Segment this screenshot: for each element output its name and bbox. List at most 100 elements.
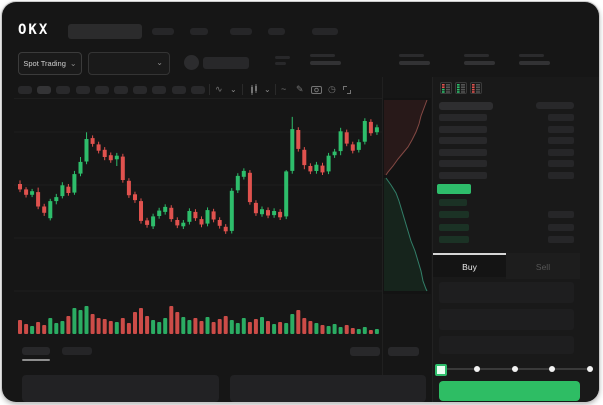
ask-price-skeleton: [439, 148, 487, 156]
orderbook-ask-row[interactable]: [433, 137, 580, 145]
ask-amount-skeleton: [548, 160, 574, 167]
ask-price-skeleton: [439, 160, 487, 167]
camera-icon[interactable]: [311, 85, 322, 94]
history-filter-skeleton[interactable]: [388, 347, 419, 356]
search-bar[interactable]: [68, 24, 142, 39]
orderbook-header-price: [439, 102, 493, 110]
interval-button-skeleton[interactable]: [114, 86, 128, 94]
mid-price-bar[interactable]: [437, 184, 471, 194]
indicators-icon[interactable]: [249, 84, 259, 96]
price-change-skeleton: [275, 62, 286, 65]
bids-only-icon[interactable]: [455, 82, 467, 94]
interval-button-skeleton[interactable]: [75, 86, 90, 94]
orderbook-ask-row[interactable]: [433, 148, 580, 157]
order-book-panel: Buy Sell: [432, 77, 599, 402]
interval-button-skeleton[interactable]: [94, 86, 109, 94]
chart-depth-separator: [382, 77, 383, 402]
asks-only-icon[interactable]: [470, 82, 482, 94]
orderbook-header-amount: [536, 102, 574, 109]
interval-button-skeleton[interactable]: [133, 86, 148, 94]
slider-stop[interactable]: [512, 366, 518, 372]
stat-label-skeleton: [310, 54, 335, 57]
orderbook-bid-row[interactable]: [433, 223, 580, 232]
history-table-skeleton: [230, 375, 426, 402]
orderbook-bid-row[interactable]: [433, 211, 580, 219]
ask-price-skeleton: [439, 125, 487, 133]
buy-submit-button[interactable]: [439, 381, 580, 401]
history-filter-skeleton[interactable]: [350, 347, 380, 356]
slider-stop[interactable]: [587, 366, 593, 372]
ask-price-skeleton: [439, 137, 487, 144]
chevron-down-icon[interactable]: ⌄: [230, 85, 237, 94]
bid-amount-skeleton: [548, 236, 574, 244]
fullscreen-icon[interactable]: [343, 86, 351, 94]
toolbar-divider: [275, 84, 276, 95]
market-type-label: Spot Trading: [23, 59, 66, 68]
coin-avatar: [184, 55, 199, 70]
ask-price-skeleton: [439, 171, 487, 179]
interval-button-skeleton[interactable]: [56, 86, 71, 94]
ask-amount-skeleton: [548, 125, 574, 133]
stat-label-skeleton: [464, 54, 489, 57]
stat-value-skeleton: [399, 61, 430, 65]
market-type-selector[interactable]: Spot Trading ⌄: [18, 52, 82, 75]
interval-button-skeleton[interactable]: [190, 86, 205, 94]
orderbook-bid-row[interactable]: [433, 199, 580, 207]
app-window: OKX Spot Trading ⌄ ⌄ ∿ ⌄ ⌄ ~ ✎ ◷: [2, 2, 599, 402]
last-price-skeleton: [275, 56, 290, 59]
bid-amount-skeleton: [548, 223, 574, 231]
stat-label-skeleton: [519, 54, 544, 57]
history-tab-active[interactable]: [22, 347, 50, 355]
orderbook-ask-row[interactable]: [433, 125, 580, 134]
pair-title-skeleton: [203, 57, 249, 69]
active-tab-underline: [22, 359, 50, 361]
bid-amount-skeleton: [548, 211, 574, 219]
slider-stop[interactable]: [474, 366, 480, 372]
pair-selector[interactable]: ⌄: [88, 52, 170, 75]
clock-icon[interactable]: ◷: [328, 84, 336, 94]
orderbook-ask-row[interactable]: [433, 171, 580, 180]
nav-item-skeleton[interactable]: [312, 28, 338, 35]
price-input[interactable]: [439, 282, 574, 303]
depth-chart: [383, 98, 431, 294]
tab-buy[interactable]: Buy: [433, 253, 506, 279]
amount-input[interactable]: [439, 309, 574, 330]
history-tab[interactable]: [62, 347, 92, 355]
stat-value-skeleton: [464, 61, 495, 65]
bid-price-skeleton: [439, 236, 469, 244]
history-table-skeleton: [22, 375, 219, 402]
bid-price-skeleton: [439, 223, 469, 231]
orderbook-ask-row[interactable]: [433, 160, 580, 168]
interval-button-skeleton[interactable]: [152, 86, 167, 94]
orderbook-ask-row[interactable]: [433, 114, 580, 122]
interval-button-skeleton[interactable]: [37, 86, 52, 94]
chart-type-icon[interactable]: ∿: [215, 84, 223, 94]
candlestick-chart: [14, 116, 384, 334]
nav-item-skeleton[interactable]: [230, 28, 252, 35]
orderbook-bid-row[interactable]: [433, 236, 580, 244]
draw-pencil-icon[interactable]: ✎: [296, 84, 304, 94]
chevron-down-icon: ⌄: [156, 58, 163, 67]
slider-handle[interactable]: [435, 364, 447, 376]
toolbar-divider: [242, 84, 243, 95]
total-input[interactable]: [439, 336, 574, 354]
ask-amount-skeleton: [548, 148, 574, 156]
combined-book-icon[interactable]: [440, 82, 452, 94]
bid-price-skeleton: [439, 199, 467, 206]
chevron-down-icon[interactable]: ⌄: [264, 85, 271, 94]
interval-button-skeleton[interactable]: [171, 86, 186, 94]
ask-amount-skeleton: [548, 171, 574, 179]
ask-price-skeleton: [439, 114, 487, 121]
slider-stop[interactable]: [549, 366, 555, 372]
line-tool-icon[interactable]: ~: [281, 84, 287, 94]
stat-label-skeleton: [399, 54, 424, 57]
stat-value-skeleton: [310, 61, 341, 65]
toolbar-separator: [14, 98, 383, 99]
nav-item-skeleton[interactable]: [268, 28, 285, 35]
tab-sell[interactable]: Sell: [506, 253, 580, 279]
interval-button-skeleton[interactable]: [18, 86, 32, 94]
stat-value-skeleton: [519, 61, 550, 65]
nav-item-skeleton[interactable]: [190, 28, 208, 35]
nav-item-skeleton[interactable]: [152, 28, 174, 35]
ask-amount-skeleton: [548, 137, 574, 144]
